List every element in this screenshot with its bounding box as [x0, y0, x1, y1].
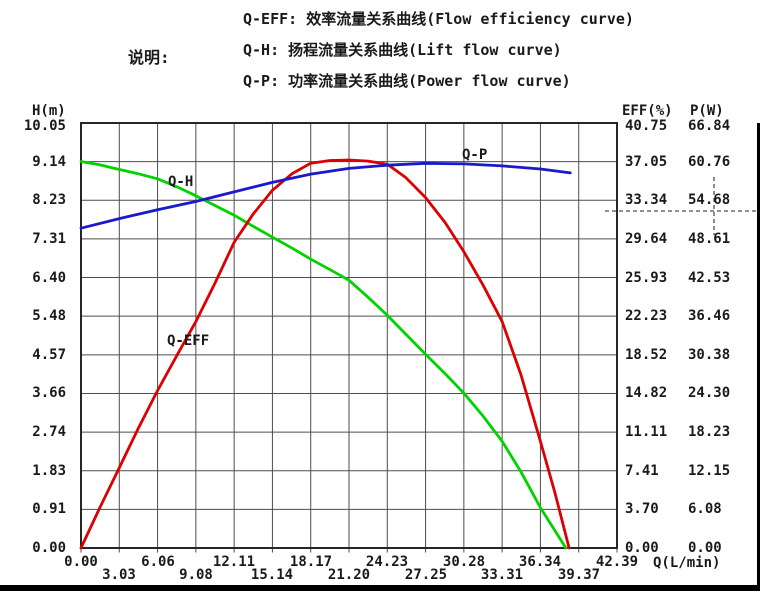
qeff-curve — [79, 158, 571, 550]
eff-tick: 29.64 — [625, 231, 668, 247]
frame-bottom-edge — [0, 585, 760, 591]
h-tick: 0.91 — [32, 501, 66, 517]
frame-right-edge — [757, 123, 760, 591]
p-tick: 60.76 — [688, 154, 731, 170]
x-tick: 24.23 — [365, 554, 409, 570]
legend-item-qeff: Q-EFF: 效率流量关系曲线(Flow efficiency curve) — [243, 10, 634, 28]
h-tick: 7.31 — [32, 231, 66, 247]
x-tick: 30.28 — [442, 554, 486, 570]
h-tick: 4.57 — [32, 347, 66, 363]
eff-tick: 22.23 — [625, 308, 668, 324]
eff-tick: 37.05 — [625, 154, 668, 170]
x-tick: 18.17 — [289, 554, 333, 570]
h-tick: 0.00 — [32, 540, 66, 556]
eff-tick: 14.82 — [625, 385, 668, 401]
eff-tick: 25.93 — [625, 270, 668, 286]
p-axis-title: P(W) — [690, 103, 724, 119]
x-axis-title: Q(L/min) — [653, 555, 721, 571]
crosshair-marker — [605, 177, 757, 236]
h-tick: 9.14 — [32, 154, 66, 170]
eff-tick: 0.00 — [625, 540, 659, 556]
h-tick: 6.40 — [32, 270, 66, 286]
eff-tick: 18.52 — [625, 347, 668, 363]
p-tick: 42.53 — [688, 270, 731, 286]
legend-item-qh: Q-H: 扬程流量关系曲线(Lift flow curve) — [243, 41, 562, 59]
eff-tick: 7.41 — [625, 463, 659, 479]
p-tick: 30.38 — [688, 347, 731, 363]
x-tick: 9.08 — [179, 567, 213, 583]
plot-border — [80, 122, 618, 549]
p-tick: 48.61 — [688, 231, 731, 247]
x-tick: 33.31 — [480, 567, 524, 583]
p-tick: 54.68 — [688, 192, 731, 208]
h-tick: 8.23 — [32, 192, 66, 208]
p-tick: 12.15 — [688, 463, 731, 479]
x-tick: 36.34 — [518, 554, 562, 570]
eff-tick: 40.75 — [625, 118, 668, 134]
x-tick: 27.25 — [404, 567, 448, 583]
curve-label-qeff: Q-EFF — [167, 333, 210, 349]
p-tick: 36.46 — [688, 308, 731, 324]
curve-label-qh: Q-H — [168, 174, 194, 190]
eff-tick: 33.34 — [625, 192, 668, 208]
x-tick: 6.06 — [141, 554, 175, 570]
grid-lines — [80, 123, 618, 553]
p-tick: 18.23 — [688, 424, 731, 440]
x-tick: 12.11 — [212, 554, 256, 570]
eff-axis-title: EFF(%) — [622, 103, 673, 119]
legend-heading: 说明: — [128, 48, 170, 67]
h-axis-title: H(m) — [32, 103, 66, 119]
x-tick: 42.39 — [595, 554, 639, 570]
x-tick: 0.00 — [64, 554, 98, 570]
x-tick: 3.03 — [102, 567, 136, 583]
p-tick: 24.30 — [688, 385, 731, 401]
legend-item-qp: Q-P: 功率流量关系曲线(Power flow curve) — [243, 72, 571, 90]
eff-tick: 11.11 — [625, 424, 668, 440]
x-tick: 39.37 — [557, 567, 601, 583]
p-tick: 0.00 — [688, 540, 722, 556]
p-tick: 6.08 — [688, 501, 722, 517]
h-tick: 3.66 — [32, 385, 66, 401]
curve-label-qp: Q-P — [462, 147, 488, 163]
h-tick: 10.05 — [23, 118, 66, 134]
h-tick: 5.48 — [32, 308, 66, 324]
h-tick: 1.83 — [32, 463, 66, 479]
qh-curve — [79, 160, 568, 550]
h-tick: 2.74 — [32, 424, 66, 440]
x-tick: 15.14 — [250, 567, 294, 583]
eff-tick: 3.70 — [625, 501, 659, 517]
p-tick: 66.84 — [688, 118, 731, 134]
x-tick: 21.20 — [327, 567, 371, 583]
qp-curve — [79, 161, 572, 230]
